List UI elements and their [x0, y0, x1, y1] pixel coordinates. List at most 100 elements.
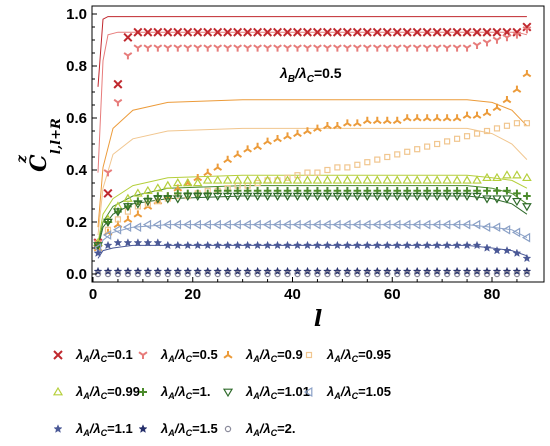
- svg-text:z: z: [14, 154, 30, 164]
- data-point: [212, 192, 223, 201]
- data-point: [162, 180, 173, 189]
- data-point: [473, 130, 481, 137]
- data-point: [492, 245, 502, 255]
- data-point: [512, 85, 522, 93]
- data-point: [153, 27, 163, 37]
- data-point: [214, 270, 221, 278]
- data-point: [124, 270, 132, 278]
- data-point: [234, 270, 241, 278]
- series-10: [94, 270, 531, 278]
- data-point: [372, 192, 383, 201]
- data-point: [263, 240, 273, 250]
- data-point: [272, 219, 281, 230]
- data-point: [432, 44, 442, 52]
- data-point: [122, 222, 132, 233]
- legend-label: λA/λC=1.: [160, 384, 211, 401]
- data-point: [492, 222, 501, 233]
- data-point: [243, 44, 252, 52]
- data-point: [153, 238, 163, 247]
- data-point: [452, 27, 462, 37]
- data-point: [511, 227, 521, 238]
- data-point: [212, 219, 221, 230]
- data-point: [492, 27, 502, 37]
- legend-item: λA/λC=1.: [139, 384, 211, 401]
- data-point: [332, 175, 343, 184]
- data-point: [462, 111, 472, 119]
- data-point: [102, 230, 112, 240]
- x-tick-label: 0: [89, 286, 97, 303]
- data-point: [223, 155, 233, 164]
- data-point: [452, 44, 462, 52]
- data-point: [432, 240, 442, 250]
- data-point: [502, 170, 512, 179]
- data-point: [193, 44, 203, 52]
- data-point: [402, 175, 413, 184]
- data-point: [472, 219, 481, 230]
- data-point: [143, 185, 153, 195]
- data-point: [434, 140, 441, 148]
- data-point: [164, 270, 172, 278]
- data-point: [402, 27, 412, 37]
- data-point: [262, 175, 273, 184]
- data-point: [203, 44, 213, 52]
- legend-marker: [53, 350, 63, 360]
- data-point: [273, 135, 282, 143]
- data-point: [294, 270, 301, 278]
- data-point: [132, 222, 142, 233]
- data-point: [113, 208, 123, 217]
- data-point: [452, 114, 462, 122]
- data-point: [412, 219, 421, 230]
- data-point: [404, 148, 411, 155]
- data-point: [133, 44, 143, 52]
- data-point: [233, 27, 243, 37]
- data-point: [472, 41, 482, 49]
- data-point: [522, 172, 532, 182]
- x-tick-label: 20: [184, 286, 201, 303]
- data-point: [422, 240, 432, 250]
- data-point: [192, 219, 201, 230]
- series-0: [93, 22, 532, 248]
- data-point: [243, 145, 252, 153]
- fit-curve: [97, 224, 528, 254]
- data-point: [513, 189, 521, 198]
- data-point: [392, 240, 402, 250]
- data-point: [274, 270, 281, 278]
- data-point: [113, 238, 123, 247]
- data-point: [292, 27, 302, 37]
- data-point: [422, 27, 432, 37]
- legend-label: λA/λC=1.5: [160, 421, 218, 438]
- data-point: [442, 27, 452, 37]
- data-point: [392, 116, 402, 125]
- y-tick-label: 1.0: [66, 6, 87, 23]
- data-point: [394, 270, 401, 278]
- data-point: [392, 192, 403, 201]
- data-point: [482, 27, 492, 37]
- legend-item: λA/λC=0.1: [53, 347, 133, 364]
- data-point: [232, 219, 241, 230]
- legend-label: λA/λC=0.9: [245, 347, 303, 364]
- legend-item: λA/λC=0.5: [138, 347, 218, 364]
- data-point: [133, 27, 143, 37]
- data-point: [262, 192, 273, 201]
- series-8: [93, 238, 532, 263]
- legend-label: λA/λC=1.05: [326, 384, 391, 401]
- data-point: [432, 175, 442, 184]
- data-point: [463, 270, 471, 278]
- y-tick-label: 0.8: [66, 58, 87, 75]
- data-point: [342, 27, 352, 37]
- data-point: [382, 240, 392, 250]
- data-point: [422, 114, 432, 122]
- y-axis-label: Cl,l+Rz: [14, 118, 64, 172]
- data-point: [322, 219, 331, 230]
- data-point: [372, 175, 383, 184]
- data-point: [242, 192, 253, 201]
- legend-label: λA/λC=0.1: [75, 347, 133, 364]
- data-point: [264, 270, 271, 278]
- data-point: [412, 114, 422, 122]
- data-point: [462, 44, 472, 52]
- legend-item: λA/λC=1.05: [303, 384, 391, 401]
- data-point: [213, 240, 223, 250]
- legend-label: λA/λC=1.01: [245, 384, 310, 401]
- data-point: [323, 122, 332, 130]
- legend-item: λA/λC=0.95: [305, 347, 391, 364]
